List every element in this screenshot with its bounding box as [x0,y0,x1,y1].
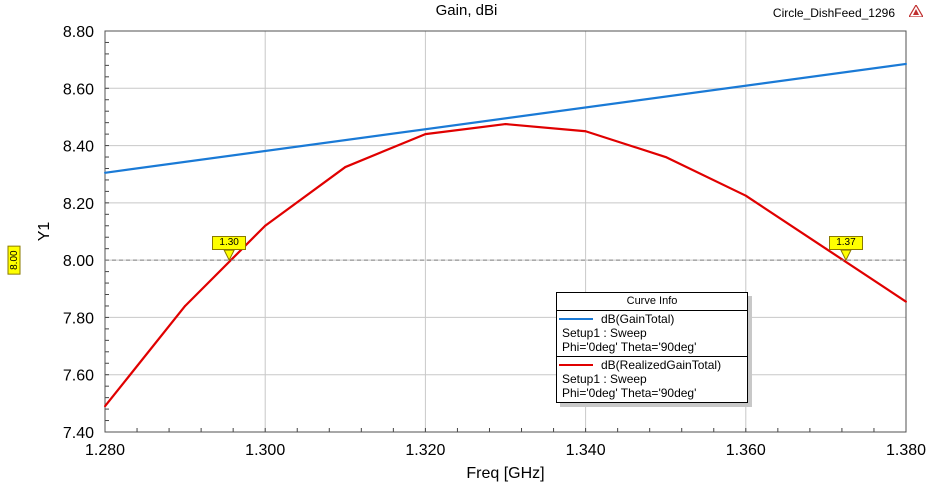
data-point [744,194,747,197]
y-tick-label: 8.60 [63,81,94,98]
x-tick-label: 1.280 [85,442,125,459]
data-point [664,156,667,159]
data-point [424,133,427,136]
series-layer[interactable] [104,62,907,408]
legend-series-name: dB(GainTotal) [601,312,675,326]
data-point [104,405,106,408]
data-point [264,224,267,227]
legend-setup-text: Setup1 : Sweep [562,372,647,386]
y-tick-label: 8.80 [63,24,94,41]
legend-angle-text: Phi='0deg' Theta='90deg' [562,386,697,400]
x-tick-label: 1.360 [726,442,766,459]
y-tick-label: 7.60 [63,368,94,385]
chart-title: Gain, dBi [435,2,498,19]
marker-label[interactable]: 1.37 [828,236,863,251]
legend-item-realized-gain[interactable]: dB(RealizedGainTotal) Setup1 : Sweep Phi… [557,356,747,402]
legend-swatch-realized-gain [559,364,593,366]
data-point [824,247,827,250]
x-axis-label: Freq [GHz] [466,465,544,482]
y-tick-label: 8.40 [63,139,94,156]
data-point [184,304,187,307]
reference-label: 8.00 [9,250,20,270]
reference-label-box [7,245,21,275]
data-point [905,300,907,303]
x-tick-label: 1.320 [405,442,445,459]
x-tick-label: 1.300 [245,442,285,459]
legend-angle-text: Phi='0deg' Theta='90deg' [562,340,697,354]
marker-label[interactable]: 1.30 [212,236,247,251]
marker-pointer [840,249,852,262]
y-tick-label: 7.80 [63,310,94,327]
data-point [584,130,587,133]
legend-title: Curve Info [557,293,747,311]
data-point [504,123,507,126]
marker-pointer [223,249,235,262]
y-tick-label: 8.20 [63,196,94,213]
ansys-logo-icon [909,5,923,17]
plot-frame [104,30,907,433]
grid-layer [104,30,907,433]
curve-info-legend[interactable]: Curve Info dB(GainTotal) Setup1 : Sweep … [556,292,748,403]
series-line-gain-total[interactable] [104,62,907,174]
axis-layer: 1.280 1.300 1.320 1.340 1.360 1.380 7.40 7.60 7.… [36,24,926,482]
data-point [344,166,347,169]
project-name: Circle_DishFeed_1296 [772,6,895,20]
y-tick-label: 8.00 [63,253,94,270]
legend-swatch-gain-total [559,318,593,320]
x-tick-label: 1.340 [566,442,606,459]
x-tick-label: 1.380 [886,442,926,459]
y-tick-label: 7.40 [63,425,94,442]
series-line-realized-gain-total[interactable] [104,122,907,407]
y-axis-label: Y1 [36,222,53,242]
data-point [905,62,907,65]
legend-item-gain-total[interactable]: dB(GainTotal) Setup1 : Sweep Phi='0deg' … [557,311,747,356]
legend-series-name: dB(RealizedGainTotal) [601,358,722,372]
data-point [104,171,106,174]
legend-setup-text: Setup1 : Sweep [562,326,647,340]
marker-layer: 8.00 [7,245,906,275]
